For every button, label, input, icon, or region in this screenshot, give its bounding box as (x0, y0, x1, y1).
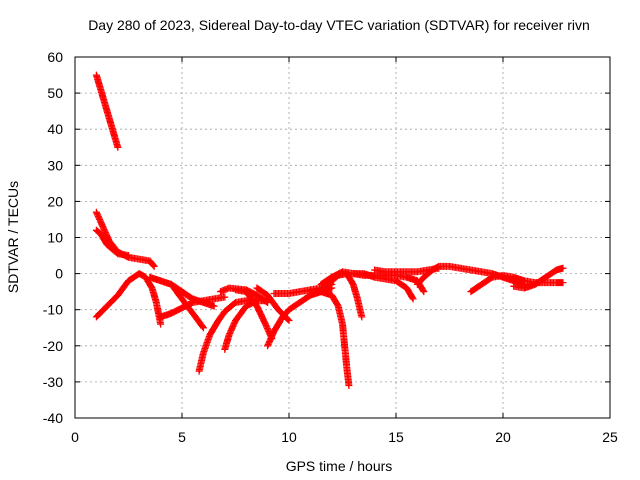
series-arc-22 (510, 264, 567, 292)
y-tick-label: 60 (47, 49, 63, 65)
y-tick-label: 50 (47, 85, 63, 101)
data-point-markers (253, 284, 293, 324)
data-point-markers (92, 270, 165, 328)
series-arc-1 (92, 71, 122, 151)
series-arc-13 (253, 284, 293, 324)
grid-layer (75, 57, 610, 418)
y-tick-label: 0 (55, 266, 63, 282)
series-arc-7 (167, 280, 207, 332)
x-tick-label: 5 (178, 429, 186, 445)
x-tick-label: 0 (71, 429, 79, 445)
data-point-markers (306, 288, 353, 389)
y-tick-label: 10 (47, 230, 63, 246)
data-point-markers (92, 71, 122, 151)
data-point-markers (195, 295, 261, 375)
y-tick-label: -30 (43, 374, 63, 390)
series-arc-11 (232, 286, 276, 343)
ticks-layer: 0 5 10 15 20 25 -40 -30 -20 -10 0 10 20 30 40 50 60 (43, 49, 618, 445)
series-arc-15 (306, 288, 353, 389)
series-arc-3 (92, 226, 132, 259)
x-tick-label: 25 (602, 429, 618, 445)
data-point-markers (510, 264, 567, 292)
data-marks (92, 71, 567, 389)
y-axis-label: SDTVAR / TECUs (5, 181, 21, 293)
y-tick-label: 40 (47, 121, 63, 137)
y-tick-label: -20 (43, 338, 63, 354)
series-arc-4 (92, 270, 165, 328)
data-point-markers (92, 226, 132, 259)
data-point-markers (167, 280, 207, 332)
x-axis-label: GPS time / hours (286, 458, 393, 474)
chart-title: Day 280 of 2023, Sidereal Day-to-day VTE… (88, 17, 590, 33)
data-point-markers (232, 286, 276, 343)
x-tick-label: 10 (281, 429, 297, 445)
x-tick-label: 15 (388, 429, 404, 445)
x-tick-label: 20 (495, 429, 511, 445)
series-arc-8 (195, 295, 261, 375)
y-tick-label: 20 (47, 193, 63, 209)
y-tick-label: 30 (47, 157, 63, 173)
y-tick-label: -40 (43, 410, 63, 426)
y-tick-label: -10 (43, 302, 63, 318)
